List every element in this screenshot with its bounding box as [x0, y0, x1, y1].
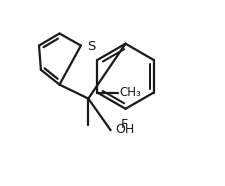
Text: OH: OH	[115, 123, 135, 136]
Text: CH₃: CH₃	[120, 86, 141, 99]
Text: S: S	[87, 40, 96, 53]
Text: F: F	[121, 118, 128, 131]
